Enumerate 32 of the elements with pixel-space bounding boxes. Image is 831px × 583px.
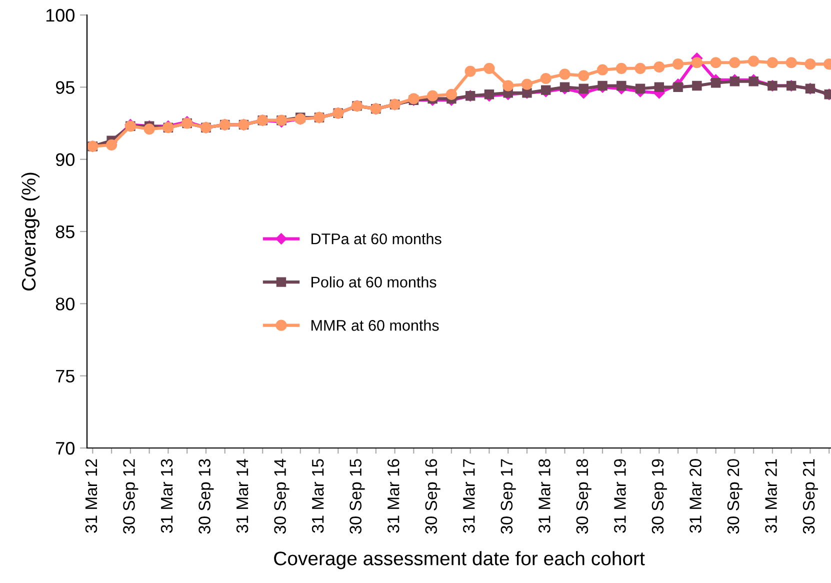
y-tick-label: 85 [56, 225, 74, 238]
x-tick-label: 30 Sep 17 [500, 459, 516, 534]
x-tick-label: 30 Sep 21 [802, 459, 818, 534]
y-tick-label: 80 [56, 298, 74, 310]
x-axis-title: Coverage assessment date for each cohort [274, 551, 645, 570]
x-tick-label: 31 Mar 18 [538, 459, 550, 533]
x-tick-label: 31 Mar 19 [614, 459, 626, 533]
legend-label: MMR at 60 months [312, 320, 439, 331]
legend-label: DTPa at 60 months [312, 233, 442, 244]
x-tick-label: 30 Sep 15 [350, 459, 365, 534]
y-tick-label: 70 [56, 442, 74, 455]
x-tick-label: 30 Sep 13 [198, 459, 214, 534]
y-tick-label: 75 [56, 370, 74, 383]
x-tick-label: 30 Sep 12 [123, 459, 138, 534]
x-tick-label: 31 Mar 17 [463, 459, 475, 533]
x-tick-label: 31 Mar 12 [85, 459, 98, 533]
x-tick-label: 30 Sep 20 [727, 459, 742, 534]
x-tick-label: 31 Mar 15 [312, 459, 324, 533]
y-tick-label: 90 [56, 153, 74, 166]
y-tick-label: 95 [56, 81, 74, 94]
x-tick-label: 31 Mar 20 [690, 459, 702, 533]
x-tick-label: 30 Sep 19 [652, 459, 667, 534]
x-tick-label: 31 Mar 16 [387, 459, 400, 533]
legend-label: Polio at 60 months [312, 276, 436, 288]
y-tick-label: 100 [46, 8, 74, 22]
x-tick-label: 31 Mar 14 [236, 458, 248, 533]
x-tick-label: 31 Mar 21 [765, 459, 777, 533]
x-tick-label: 30 Sep 14 [274, 458, 290, 534]
x-tick-label: 30 Sep 18 [576, 459, 592, 534]
x-tick-label: 31 Mar 13 [160, 459, 173, 533]
y-axis-title: Coverage (%) [21, 172, 40, 290]
x-tick-label: 30 Sep 16 [425, 459, 440, 534]
